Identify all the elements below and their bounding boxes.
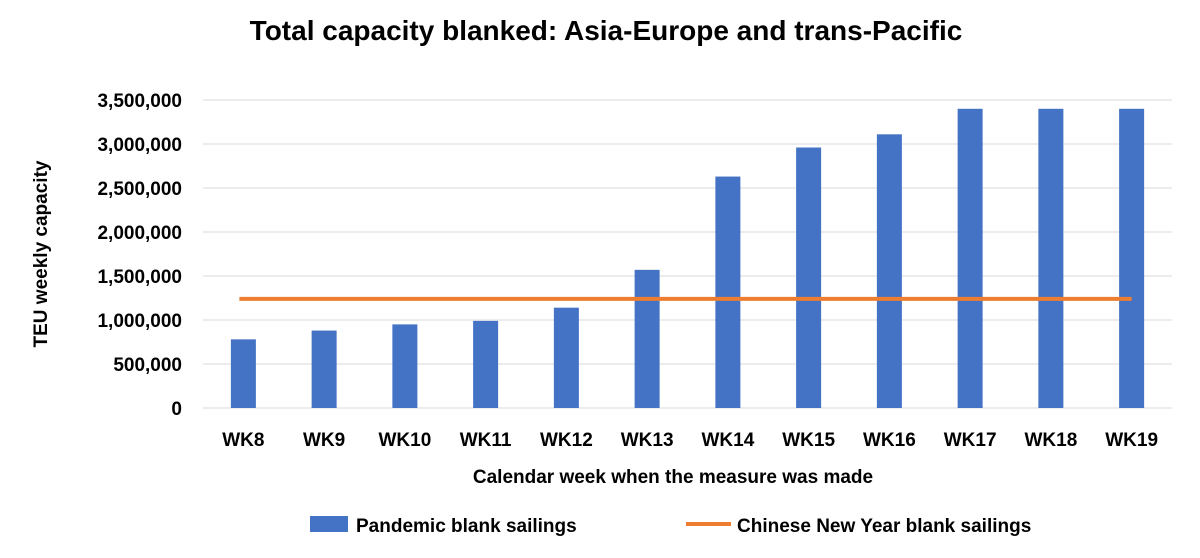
x-tick-label: WK14: [701, 430, 754, 451]
y-tick-label: 0: [171, 399, 182, 420]
bar-series: [230, 108, 1145, 409]
y-axis-label: TEU weekly capacity: [31, 160, 52, 347]
x-axis-label: Calendar week when the measure was made: [473, 467, 873, 488]
x-tick-label: WK10: [378, 430, 431, 451]
legend-label-cny: Chinese New Year blank sailings: [737, 516, 1031, 537]
bar-wk12: [553, 307, 579, 408]
bar-wk17: [957, 108, 983, 409]
x-tick-label: WK12: [540, 430, 593, 451]
x-tick-label: WK19: [1105, 430, 1158, 451]
x-tick-label: WK18: [1024, 430, 1077, 451]
y-tick-label: 3,000,000: [97, 135, 182, 156]
bar-wk8: [230, 339, 256, 408]
y-tick-label: 2,000,000: [97, 223, 182, 244]
legend-label-pandemic: Pandemic blank sailings: [356, 516, 577, 537]
x-tick-label: WK17: [944, 430, 997, 451]
bar-wk15: [796, 147, 822, 408]
x-tick-label: WK8: [222, 430, 264, 451]
bar-wk18: [1038, 108, 1064, 409]
y-tick-label: 500,000: [113, 355, 182, 376]
y-axis-ticks: 0 500,000 1,000,000 1,500,000 2,000,000 2,500…: [97, 91, 182, 420]
gridlines: [203, 99, 1172, 409]
x-axis-ticks: WK8 WK9 WK10 WK11 WK12 WK13 WK14 WK15 WK16 WK17 WK…: [222, 430, 1158, 451]
x-tick-label: WK13: [621, 430, 674, 451]
y-tick-label: 3,500,000: [97, 91, 182, 112]
chart-title: Total capacity blanked: Asia-Europe and …: [250, 15, 963, 46]
legend-swatch-pandemic: [310, 516, 348, 532]
y-tick-label: 2,500,000: [97, 179, 182, 200]
x-tick-label: WK11: [460, 430, 512, 451]
legend: Pandemic blank sailings Chinese New Year…: [310, 516, 1031, 537]
x-tick-label: WK9: [303, 430, 345, 451]
bar-wk13: [634, 269, 660, 408]
bar-wk19: [1119, 108, 1145, 409]
y-tick-label: 1,500,000: [97, 267, 182, 288]
bar-wk16: [876, 134, 902, 408]
y-tick-label: 1,000,000: [97, 311, 182, 332]
x-tick-label: WK15: [782, 430, 835, 451]
x-tick-label: WK16: [863, 430, 916, 451]
bar-wk14: [715, 176, 741, 408]
bar-wk10: [392, 324, 418, 408]
bar-wk9: [311, 330, 337, 408]
bar-wk11: [473, 320, 499, 408]
